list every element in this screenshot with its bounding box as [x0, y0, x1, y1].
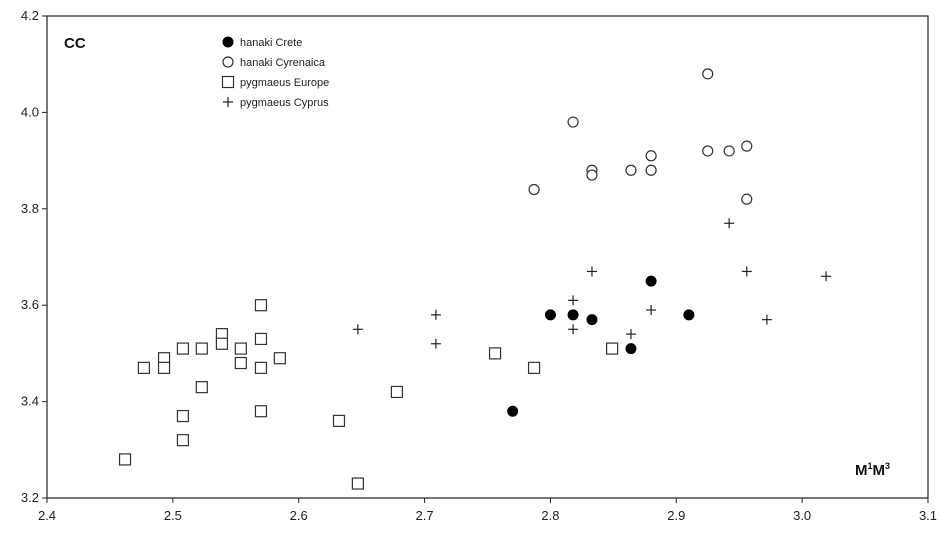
legend-marker-0	[222, 36, 234, 48]
y-tick-label: 3.6	[21, 297, 39, 312]
point-3-3	[568, 295, 579, 306]
point-0-2	[567, 309, 579, 321]
point-3-0	[352, 324, 363, 335]
legend-marker-1	[222, 56, 234, 68]
point-2-19	[351, 477, 364, 490]
point-1-7	[702, 68, 714, 80]
point-3-6	[625, 329, 636, 340]
point-2-12	[234, 356, 247, 370]
legend-item-1: hanaki Cyrenaica	[222, 56, 326, 69]
point-2-13	[254, 299, 268, 312]
point-3-5	[586, 266, 597, 277]
series-2	[118, 299, 619, 490]
y-tick-label: 4.0	[21, 104, 39, 119]
point-1-9	[723, 145, 735, 157]
point-2-15	[254, 361, 268, 374]
point-1-1	[567, 116, 579, 128]
legend-item-2: pygmaeus Europe	[221, 75, 329, 89]
point-2-5	[176, 409, 190, 423]
point-0-0	[507, 405, 519, 417]
point-1-10	[741, 140, 753, 152]
point-1-6	[645, 164, 657, 176]
x-tick-label: 2.9	[667, 508, 685, 523]
point-2-22	[527, 361, 541, 374]
x-axis-label: M1M3	[855, 461, 890, 479]
legend-label-2: pygmaeus Europe	[240, 77, 329, 89]
point-2-8	[195, 381, 208, 394]
series-0	[507, 275, 695, 417]
x-tick-label: 3.0	[793, 508, 811, 523]
legend-marker-3	[223, 97, 233, 107]
point-3-8	[724, 218, 735, 229]
point-1-8	[702, 145, 714, 157]
legend-item-0: hanaki Crete	[222, 36, 302, 49]
point-2-18	[332, 414, 346, 427]
plot-frame	[46, 15, 929, 499]
y-tick-label: 3.4	[21, 394, 39, 409]
point-3-10	[761, 314, 772, 325]
y-tick-label: 3.8	[21, 201, 39, 216]
point-0-5	[645, 275, 657, 287]
point-0-1	[544, 309, 556, 321]
legend: hanaki Crete hanaki Cyrenaica pygmaeus Eur…	[221, 36, 329, 109]
point-2-10	[215, 337, 229, 350]
point-3-9	[741, 266, 752, 277]
point-2-14	[254, 332, 268, 346]
point-2-20	[390, 385, 403, 399]
point-1-4	[625, 164, 637, 176]
point-3-4	[568, 324, 579, 335]
point-1-5	[645, 150, 657, 162]
axis-ticks	[42, 15, 929, 503]
x-tick-label: 2.8	[541, 508, 559, 523]
data-points	[118, 68, 832, 490]
point-3-7	[646, 305, 657, 316]
corner-label: CC	[64, 35, 86, 52]
x-tick-label: 2.7	[416, 508, 434, 523]
series-3	[352, 218, 832, 349]
point-0-4	[625, 343, 637, 355]
point-0-6	[683, 309, 695, 321]
point-2-23	[605, 342, 619, 355]
x-tick-label: 3.1	[919, 508, 937, 523]
legend-item-3: pygmaeus Cyprus	[223, 97, 329, 109]
y-tick-label: 3.2	[21, 490, 39, 505]
point-2-7	[195, 342, 208, 355]
point-2-4	[176, 342, 190, 355]
point-2-1	[137, 361, 151, 374]
point-2-11	[234, 342, 247, 355]
y-tick-label: 4.2	[21, 8, 39, 23]
legend-label-1: hanaki Cyrenaica	[240, 57, 326, 69]
x-tick-label: 2.5	[164, 508, 182, 523]
point-1-0	[528, 183, 540, 196]
x-tick-label: 2.4	[38, 508, 56, 523]
point-2-21	[488, 347, 502, 360]
x-tick-label: 2.6	[290, 508, 308, 523]
point-1-11	[741, 193, 753, 205]
legend-label-3: pygmaeus Cyprus	[240, 97, 329, 109]
point-2-17	[273, 352, 286, 365]
point-3-11	[821, 271, 832, 282]
point-2-3	[157, 361, 171, 374]
series-1	[528, 68, 753, 205]
point-3-1	[430, 309, 441, 320]
point-2-16	[254, 405, 268, 418]
point-2-6	[176, 434, 190, 447]
legend-marker-2	[221, 75, 235, 89]
point-0-3	[586, 314, 598, 326]
point-2-0	[118, 453, 132, 466]
point-1-3	[586, 169, 598, 181]
point-3-2	[430, 338, 441, 349]
legend-label-0: hanaki Crete	[240, 37, 302, 49]
axis-tick-labels: 2.4 2.5 2.6 2.7 2.8 2.9 3.0 3.1 3.2 3.4 3.6 3.8 4.0 4…	[21, 8, 937, 523]
